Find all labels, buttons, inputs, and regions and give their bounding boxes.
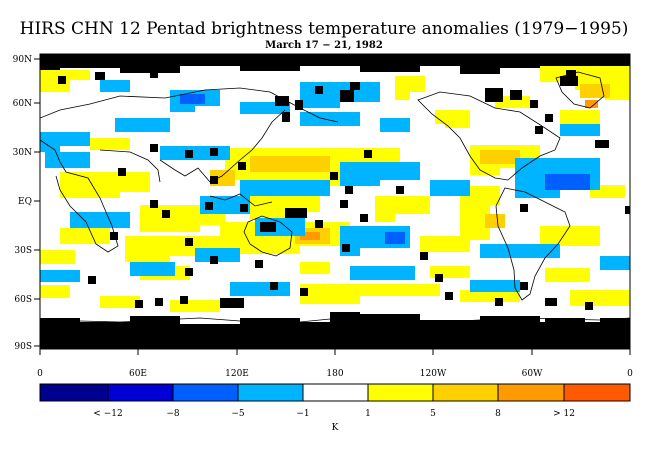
lat-tick-60s: 60S [14,295,32,305]
map-title: HIRS CHN 12 Pentad brightness temperatur… [19,19,629,39]
colorbar-units: K [332,423,339,433]
lon-tick-0-left: 0 [37,369,43,379]
missing-data-squares [58,70,630,326]
lat-tick-90s: 90S [14,342,32,352]
colorbar: < −12 −8 −5 −1 1 5 8 > 12 K [39,383,631,433]
colorbar-label: −1 [296,409,309,419]
arctic-missing-band [40,54,630,74]
colorbar-segment [498,384,564,401]
colorbar-segment [564,384,630,401]
latitude-axis: 90N 60N 30N EQ 30S 60S 90S [13,55,40,352]
lon-tick-120w: 120W [420,369,447,379]
colorbar-segment [238,384,303,401]
lon-tick-0-right: 0 [627,369,633,379]
colorbar-label: 8 [495,409,501,419]
lat-tick-30s: 30S [14,246,32,256]
map-subtitle: March 17 − 21, 1982 [265,40,383,51]
colorbar-border [39,383,631,402]
colorbar-label: < −12 [93,409,122,419]
strong-negative-anomaly-patches [180,94,590,244]
colorbar-segment [40,384,108,401]
lon-tick-120e: 120E [225,369,249,379]
lat-tick-90n: 90N [13,55,32,65]
colorbar-label: 5 [430,409,436,419]
colorbar-label: −8 [166,409,180,419]
colorbar-label: 1 [365,409,371,419]
lat-tick-30n: 30N [13,148,32,158]
longitude-axis: 0 60E 120E 180 120W 60W 0 [37,349,633,379]
colorbar-label: −5 [231,409,245,419]
colorbar-segment [108,384,173,401]
lon-tick-60e: 60E [129,369,147,379]
colorbar-segment [303,384,368,401]
colorbar-segment [173,384,238,401]
colorbar-label: > 12 [553,409,575,419]
coastlines [40,71,630,325]
antarctic-missing-band [40,314,630,349]
lat-tick-60n: 60N [13,99,32,109]
colorbar-segment [368,384,433,401]
lon-tick-180: 180 [326,369,343,379]
colorbar-segment [433,384,498,401]
lat-tick-eq: EQ [18,197,32,207]
lon-tick-60w: 60W [522,369,543,379]
